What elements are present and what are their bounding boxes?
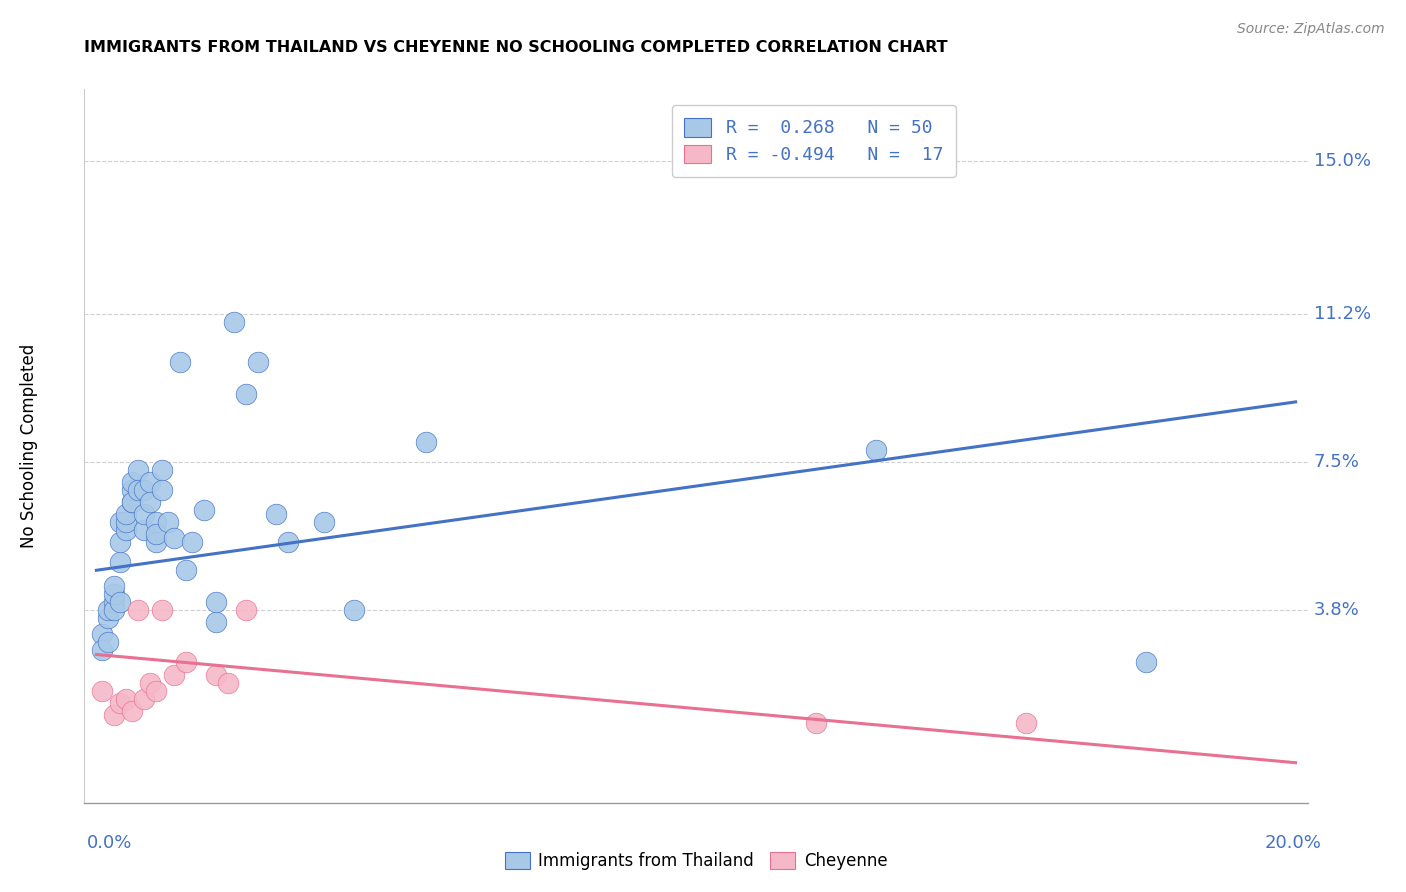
Point	[91, 683, 114, 698]
Point	[103, 603, 125, 617]
Point	[115, 691, 138, 706]
Point	[174, 656, 197, 670]
Point	[115, 523, 138, 537]
Text: Source: ZipAtlas.com: Source: ZipAtlas.com	[1237, 22, 1385, 37]
Text: 3.8%: 3.8%	[1313, 601, 1360, 619]
Point	[121, 704, 143, 718]
Point	[217, 675, 239, 690]
Point	[247, 355, 270, 369]
Point	[134, 483, 156, 497]
Point	[91, 627, 114, 641]
Point	[277, 535, 299, 549]
Text: 0.0%: 0.0%	[87, 834, 132, 852]
Point	[145, 527, 167, 541]
Point	[97, 603, 120, 617]
Point	[91, 643, 114, 657]
Point	[145, 515, 167, 529]
Point	[145, 683, 167, 698]
Point	[235, 387, 257, 401]
Point	[1015, 715, 1038, 730]
Point	[163, 531, 186, 545]
Point	[181, 535, 204, 549]
Point	[150, 483, 173, 497]
Point	[150, 463, 173, 477]
Point	[205, 595, 228, 609]
Point	[205, 615, 228, 630]
Point	[115, 507, 138, 521]
Text: 7.5%: 7.5%	[1313, 453, 1360, 471]
Point	[157, 515, 180, 529]
Text: 20.0%: 20.0%	[1265, 834, 1322, 852]
Point	[110, 515, 132, 529]
Legend: Immigrants from Thailand, Cheyenne: Immigrants from Thailand, Cheyenne	[498, 845, 894, 877]
Point	[1135, 656, 1157, 670]
Text: IMMIGRANTS FROM THAILAND VS CHEYENNE NO SCHOOLING COMPLETED CORRELATION CHART: IMMIGRANTS FROM THAILAND VS CHEYENNE NO …	[84, 40, 948, 55]
Point	[110, 535, 132, 549]
Point	[139, 475, 162, 489]
Point	[97, 635, 120, 649]
Point	[134, 507, 156, 521]
Point	[415, 435, 437, 450]
Point	[127, 483, 149, 497]
Point	[163, 667, 186, 681]
Point	[103, 595, 125, 609]
Point	[314, 515, 336, 529]
Point	[343, 603, 366, 617]
Point	[103, 579, 125, 593]
Point	[205, 667, 228, 681]
Point	[139, 495, 162, 509]
Point	[121, 495, 143, 509]
Text: 15.0%: 15.0%	[1313, 153, 1371, 170]
Point	[264, 507, 287, 521]
Text: 11.2%: 11.2%	[1313, 305, 1371, 323]
Point	[103, 707, 125, 722]
Point	[224, 315, 246, 329]
Point	[121, 475, 143, 489]
Point	[134, 523, 156, 537]
Point	[169, 355, 191, 369]
Point	[115, 515, 138, 529]
Point	[127, 463, 149, 477]
Point	[139, 675, 162, 690]
Point	[145, 535, 167, 549]
Point	[110, 555, 132, 569]
Point	[235, 603, 257, 617]
Point	[127, 603, 149, 617]
Point	[174, 563, 197, 577]
Point	[150, 603, 173, 617]
Point	[865, 442, 887, 457]
Point	[103, 587, 125, 601]
Point	[110, 696, 132, 710]
Point	[121, 495, 143, 509]
Point	[97, 611, 120, 625]
Text: No Schooling Completed: No Schooling Completed	[20, 344, 38, 548]
Point	[110, 595, 132, 609]
Point	[193, 503, 215, 517]
Point	[134, 691, 156, 706]
Point	[804, 715, 827, 730]
Point	[121, 483, 143, 497]
